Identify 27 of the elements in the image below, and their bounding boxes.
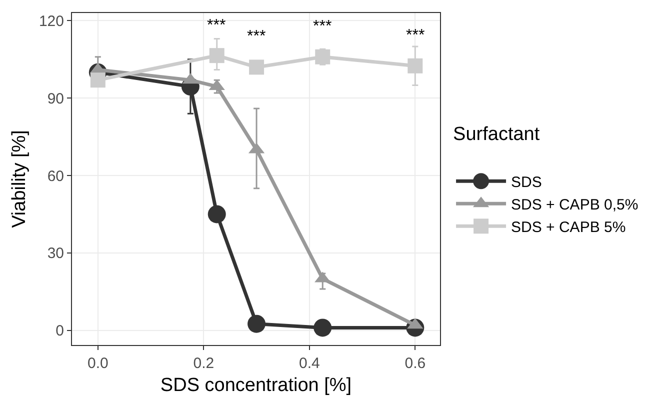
x-tick-label: 0.0 bbox=[87, 355, 108, 372]
annotation: *** bbox=[313, 18, 332, 35]
annotation: *** bbox=[247, 28, 266, 45]
y-tick-label: 30 bbox=[47, 245, 64, 262]
point bbox=[408, 58, 423, 74]
y-tick-label: 0 bbox=[56, 322, 64, 340]
point bbox=[208, 205, 226, 224]
legend-label: SDS + CAPB 0,5% bbox=[511, 196, 638, 214]
annotation: *** bbox=[207, 17, 226, 34]
x-tick-label: 0.2 bbox=[193, 355, 214, 372]
x-tick-label: 0.4 bbox=[298, 355, 320, 372]
point bbox=[248, 314, 266, 333]
y-tick-label: 90 bbox=[47, 90, 64, 108]
legend-label: SDS bbox=[511, 174, 542, 191]
y-tick-label: 60 bbox=[47, 168, 64, 185]
point bbox=[209, 48, 224, 64]
y-axis-title: Viability [%] bbox=[8, 130, 30, 228]
legend-title: Surfactant bbox=[453, 124, 540, 146]
x-tick-label: 0.6 bbox=[404, 355, 426, 372]
point bbox=[249, 60, 264, 75]
point bbox=[314, 318, 332, 337]
legend-label: SDS + CAPB 5% bbox=[511, 219, 626, 236]
point bbox=[315, 49, 330, 64]
y-tick-label: 120 bbox=[38, 12, 64, 30]
x-axis-title: SDS concentration [%] bbox=[160, 374, 352, 396]
annotation: *** bbox=[406, 27, 425, 44]
point bbox=[90, 72, 106, 88]
